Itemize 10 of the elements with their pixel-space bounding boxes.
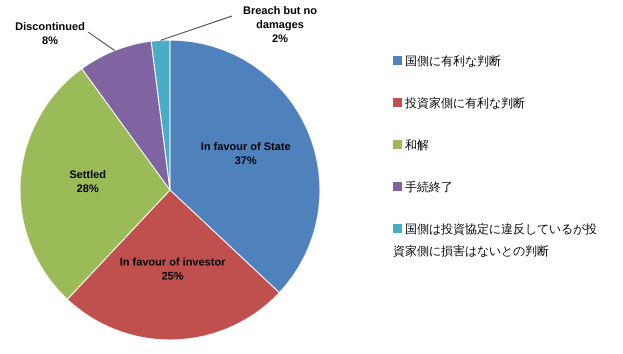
data-label: Settled 28% [69,168,106,195]
legend-label: 国側は投資協定に違反しているが投資家側に損害はないとの判断 [393,222,597,258]
legend-label: 国側に有利な判断 [405,54,501,68]
legend-label: 手続終了 [405,180,453,194]
data-label: In favour of investor 25% [120,256,226,282]
legend-label: 投資家側に有利な判断 [405,96,525,110]
data-label: Discontinued 8% [15,21,85,47]
legend-label: 和解 [405,138,429,152]
data-label: In favour of State 37% [200,141,291,168]
data-label: Breach but no damages 2% [243,5,318,45]
